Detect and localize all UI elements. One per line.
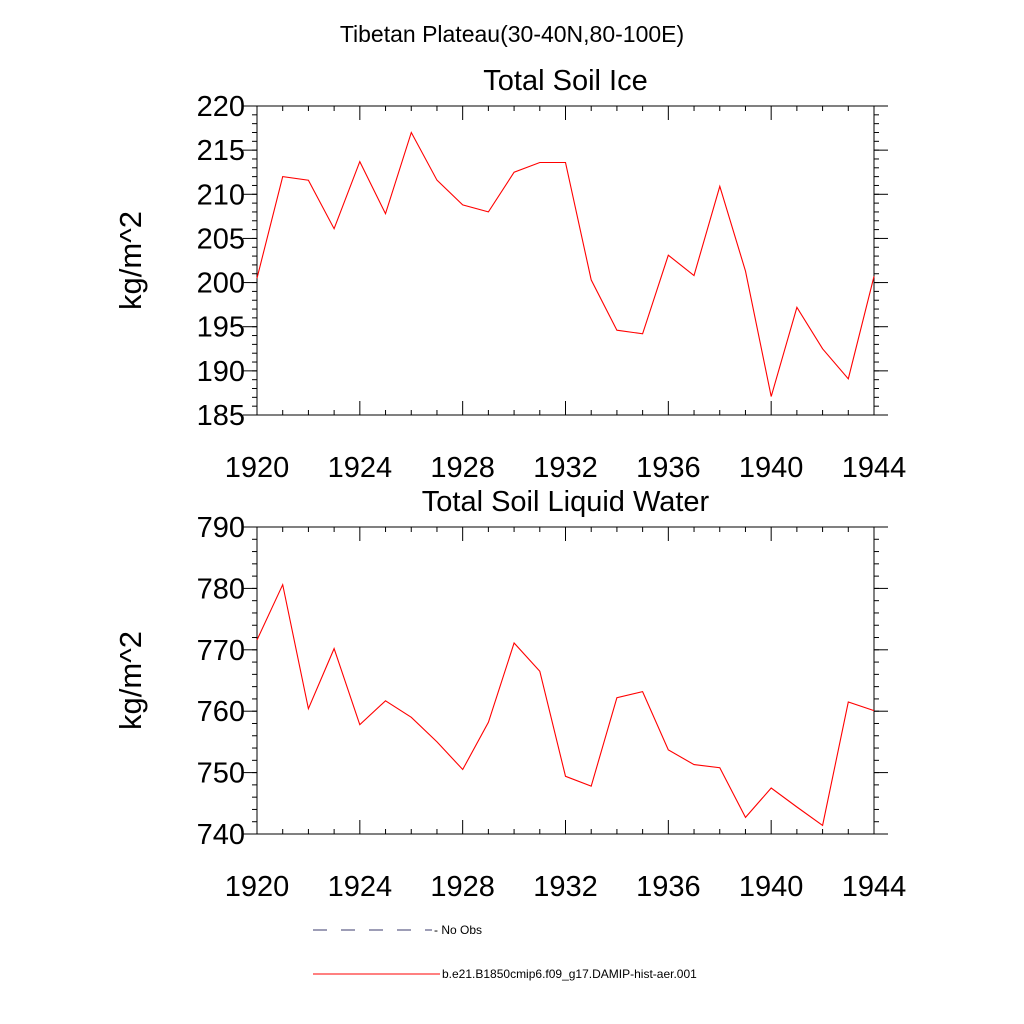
x-tick-label: 1928 <box>430 452 495 484</box>
y-tick-label: 760 <box>197 696 245 728</box>
panel-total-soil-liquid-water: Total Soil Liquid Water kg/m^2 1920 1924 192… <box>113 486 906 903</box>
x-tick-label: 1940 <box>739 452 804 484</box>
x-tick-label: 1920 <box>225 871 290 903</box>
series-line <box>256 582 875 827</box>
x-tick-label: 1932 <box>533 871 598 903</box>
x-tick-label: 1944 <box>842 871 907 903</box>
x-tick-label: 1924 <box>328 871 393 903</box>
y-tick-label: 750 <box>197 758 245 790</box>
legend: - No Obs b.e21.B1850cmip6.f09_g17.DAMIP-… <box>313 923 697 981</box>
y-axis-label: kg/m^2 <box>113 211 148 310</box>
panel-title: Total Soil Liquid Water <box>422 486 710 518</box>
plot-frame <box>256 526 875 835</box>
y-tick-label: 185 <box>197 400 245 432</box>
y-tick-label: 790 <box>197 512 245 544</box>
y-axis-label: kg/m^2 <box>113 631 148 730</box>
x-tick-label: 1940 <box>739 871 804 903</box>
legend-model-label: b.e21.B1850cmip6.f09_g17.DAMIP-hist-aer.… <box>442 967 697 981</box>
figure-suptitle: Tibetan Plateau(30-40N,80-100E) <box>340 21 684 47</box>
legend-no-obs-label: - No Obs <box>434 923 482 937</box>
panel-title: Total Soil Ice <box>483 65 647 97</box>
y-tick-label: 780 <box>197 573 245 605</box>
y-tick-label: 195 <box>197 312 245 344</box>
panel-total-soil-ice: Total Soil Ice kg/m^2 1920 1924 1928 1932 1936… <box>113 65 906 484</box>
y-tick-label: 200 <box>197 268 245 300</box>
y-tick-label: 740 <box>197 819 245 851</box>
y-tick-label: 190 <box>197 356 245 388</box>
y-tick-label: 220 <box>197 91 245 123</box>
y-tick-label: 205 <box>197 223 245 255</box>
x-tick-label: 1920 <box>225 452 290 484</box>
x-tick-label: 1932 <box>533 452 598 484</box>
y-tick-label: 770 <box>197 635 245 667</box>
y-tick-label: 215 <box>197 135 245 167</box>
x-tick-label: 1924 <box>328 452 393 484</box>
x-tick-label: 1928 <box>430 871 495 903</box>
y-tick-label: 210 <box>197 179 245 211</box>
x-tick-label: 1944 <box>842 452 907 484</box>
plot-frame <box>256 105 875 416</box>
series-line <box>256 131 875 397</box>
x-tick-label: 1936 <box>636 452 701 484</box>
x-tick-label: 1936 <box>636 871 701 903</box>
